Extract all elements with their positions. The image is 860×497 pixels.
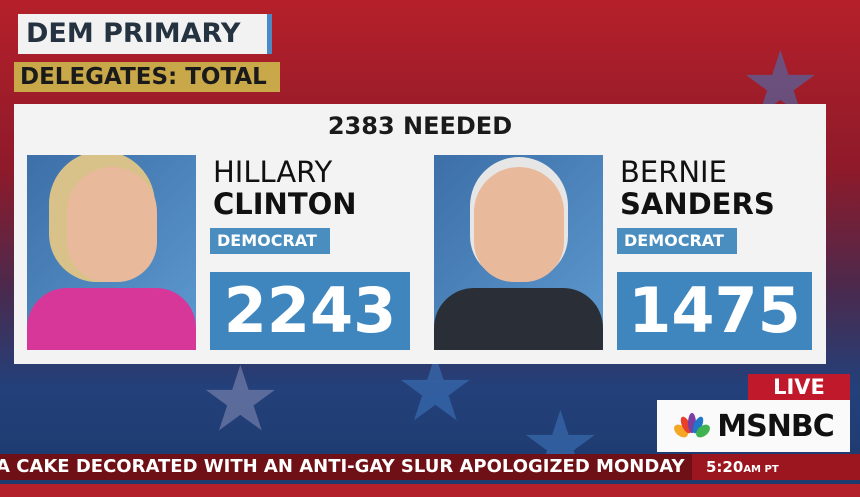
delegates-needed: 2383 NEEDED — [327, 112, 513, 140]
peacock-icon — [674, 413, 711, 438]
party-badge: DEMOCRAT — [617, 228, 737, 254]
ticker-text: A CAKE DECORATED WITH AN ANTI-GAY SLUR A… — [0, 456, 686, 477]
party-badge: DEMOCRAT — [210, 228, 330, 254]
candidate-name: HILLARY CLINTON — [213, 155, 357, 221]
network-logo: MSNBC — [657, 400, 850, 452]
graphic-title: DEM PRIMARY — [18, 14, 272, 54]
star-decoration: ★ — [200, 347, 281, 452]
delegate-count: 1475 — [617, 272, 812, 350]
candidate-photo-clinton — [27, 155, 196, 350]
delegate-count: 2243 — [210, 272, 410, 350]
candidate-name: BERNIE SANDERS — [620, 155, 775, 221]
ticker-time: 5:20AM PT — [692, 454, 860, 480]
graphic-subtitle: DELEGATES: TOTAL — [14, 62, 280, 92]
live-badge: LIVE — [748, 374, 850, 400]
candidate-photo-sanders — [434, 155, 603, 350]
delegate-panel: 2383 NEEDED HILLARY CLINTON DEMOCRAT 2243… — [14, 104, 826, 364]
news-ticker: A CAKE DECORATED WITH AN ANTI-GAY SLUR A… — [0, 454, 860, 480]
